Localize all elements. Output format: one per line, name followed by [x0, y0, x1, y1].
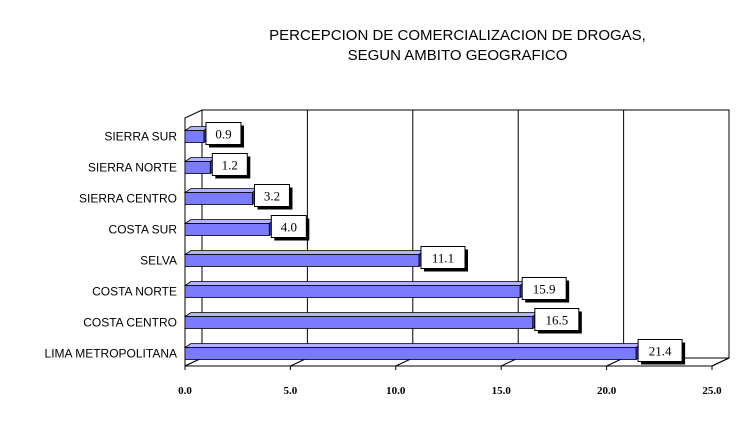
- category-label: COSTA NORTE: [92, 285, 177, 299]
- data-label: 16.5: [545, 313, 568, 328]
- category-label: SIERRA SUR: [104, 130, 177, 144]
- data-label: 4.0: [281, 220, 297, 235]
- data-labels: 0.9 1.2 3.2 4.0 11.1 15.9 16.5 21.4: [205, 122, 686, 365]
- bar: [184, 223, 270, 236]
- bar-top: [183, 281, 528, 286]
- data-label: 0.9: [215, 127, 231, 142]
- data-label: 21.4: [649, 344, 672, 359]
- data-label-box: [211, 153, 248, 176]
- data-label-box: [253, 184, 290, 207]
- data-label-box: [534, 308, 580, 331]
- data-label: 3.2: [264, 189, 280, 204]
- data-label-box: [637, 339, 683, 362]
- bar: [184, 316, 534, 329]
- chart-title: PERCEPCION DE COMERCIALIZACION DE DROGAS…: [200, 26, 715, 66]
- data-label-box: [420, 246, 466, 269]
- bar: [184, 192, 253, 205]
- bar-top: [183, 219, 277, 224]
- x-tick-label: 0.0: [178, 385, 192, 397]
- data-label-box: [521, 277, 567, 300]
- data-label: 11.1: [432, 251, 454, 266]
- data-label-box: [205, 122, 242, 145]
- gridline-floor: [711, 357, 730, 367]
- data-label-box: [270, 215, 307, 238]
- bar: [184, 161, 211, 174]
- x-tick-label: 10.0: [386, 385, 406, 397]
- category-label: COSTA SUR: [109, 223, 178, 237]
- bar-top: [183, 250, 427, 255]
- category-label: SIERRA NORTE: [88, 161, 177, 175]
- bar: [184, 347, 637, 360]
- x-tick-label: 15.0: [492, 385, 512, 397]
- bar-top: [183, 343, 644, 348]
- category-label: LIMA METROPOLITANA: [45, 347, 177, 361]
- bar-top: [183, 312, 541, 317]
- data-label: 1.2: [222, 158, 238, 173]
- chart-title-line-2: SEGUN AMBITO GEOGRAFICO: [347, 47, 568, 64]
- x-tick-label: 20.0: [597, 385, 617, 397]
- category-labels: SIERRA SUR SIERRA NORTE SIERRA CENTRO COSTA…: [45, 130, 178, 361]
- category-label: SIERRA CENTRO: [79, 192, 177, 206]
- x-tick-labels: 0.0 5.0 10.0 15.0 20.0 25.0: [178, 385, 722, 397]
- category-label: COSTA CENTRO: [83, 316, 177, 330]
- bar-top: [183, 188, 260, 193]
- bar: [184, 254, 420, 267]
- category-label: SELVA: [140, 254, 177, 268]
- bars: [183, 125, 644, 361]
- x-tick-label: 5.0: [284, 385, 298, 397]
- data-label: 15.9: [533, 282, 556, 297]
- chart-title-line-1: PERCEPCION DE COMERCIALIZACION DE DROGAS…: [269, 27, 646, 44]
- x-tick-label: 25.0: [702, 385, 722, 397]
- bar: [184, 285, 521, 298]
- bar: [184, 130, 205, 143]
